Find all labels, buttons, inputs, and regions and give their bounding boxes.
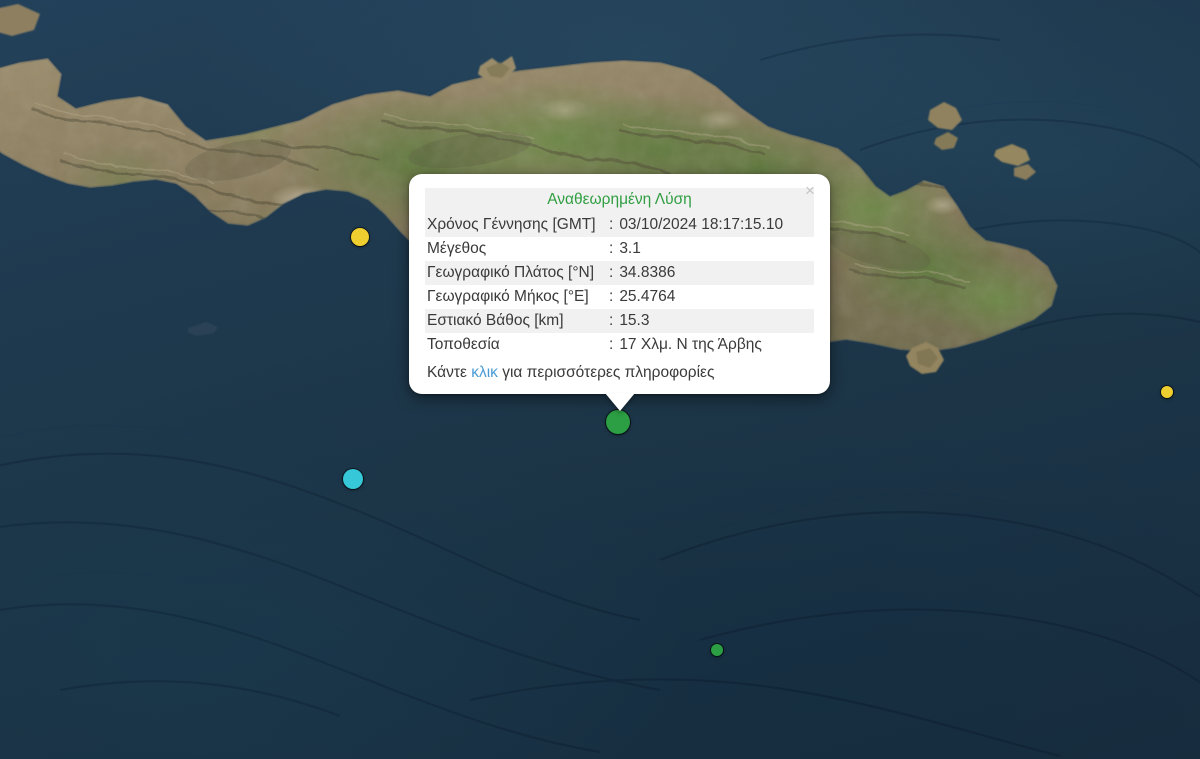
earthquake-details-table: Χρόνος Γέννησης [GMT]:03/10/2024 18:17:1… bbox=[425, 213, 814, 357]
detail-separator: : bbox=[607, 213, 618, 237]
detail-value: 03/10/2024 18:17:15.10 bbox=[617, 213, 814, 237]
islet-small-east bbox=[1014, 164, 1036, 180]
popup-footer-before: Κάντε bbox=[427, 364, 472, 381]
detail-key: Γεωγραφικό Πλάτος [°N] bbox=[425, 261, 607, 285]
popup-pointer-tail bbox=[604, 393, 635, 411]
islet-north-east-2 bbox=[934, 132, 958, 150]
table-row: Τοποθεσία:17 Χλμ. Ν της Άρβης bbox=[425, 333, 814, 357]
crete-coastline bbox=[0, 57, 1059, 393]
close-icon[interactable]: × bbox=[805, 181, 815, 200]
detail-separator: : bbox=[607, 285, 618, 309]
detail-key: Γεωγραφικό Μήκος [°E] bbox=[425, 285, 607, 309]
detail-value: 17 Χλμ. Ν της Άρβης bbox=[617, 333, 814, 357]
islet-elasa bbox=[994, 144, 1030, 166]
table-row: Γεωγραφικό Μήκος [°E]:25.4764 bbox=[425, 285, 814, 309]
popup-footer: Κάντε κλικ για περισσότερες πληροφορίες bbox=[425, 357, 814, 384]
table-row: Χρόνος Γέννησης [GMT]:03/10/2024 18:17:1… bbox=[425, 213, 814, 237]
marker-yellow-east[interactable] bbox=[1161, 386, 1173, 398]
detail-separator: : bbox=[607, 237, 618, 261]
table-row: Εστιακό Βάθος [km]:15.3 bbox=[425, 309, 814, 333]
table-row: Γεωγραφικό Πλάτος [°N]:34.8386 bbox=[425, 261, 814, 285]
detail-value: 3.1 bbox=[617, 237, 814, 261]
islet-top-left bbox=[0, 4, 40, 36]
detail-key: Χρόνος Γέννησης [GMT] bbox=[425, 213, 607, 237]
detail-key: Εστιακό Βάθος [km] bbox=[425, 309, 607, 333]
detail-value: 15.3 bbox=[617, 309, 814, 333]
table-row: Μέγεθος:3.1 bbox=[425, 237, 814, 261]
popup-title: Αναθεωρημένη Λύση bbox=[425, 188, 814, 213]
islet-koufonisi bbox=[906, 342, 944, 374]
marker-green-selected[interactable] bbox=[606, 410, 630, 434]
earthquake-info-popup: × Αναθεωρημένη Λύση Χρόνος Γέννησης [GMT… bbox=[409, 174, 830, 411]
islet-north-east-1 bbox=[928, 102, 962, 130]
detail-separator: : bbox=[607, 309, 618, 333]
detail-separator: : bbox=[607, 261, 618, 285]
detail-separator: : bbox=[607, 333, 618, 357]
islet-reef-libyan bbox=[188, 322, 218, 336]
marker-green-small[interactable] bbox=[711, 644, 723, 656]
marker-cyan-libyan-sea[interactable] bbox=[343, 469, 363, 489]
detail-key: Τοποθεσία bbox=[425, 333, 607, 357]
detail-key: Μέγεθος bbox=[425, 237, 607, 261]
more-info-link[interactable]: κλικ bbox=[471, 364, 498, 381]
marker-yellow-heraklion[interactable] bbox=[351, 228, 369, 246]
detail-value: 25.4764 bbox=[617, 285, 814, 309]
popup-footer-after: για περισσότερες πληροφορίες bbox=[497, 364, 715, 381]
detail-value: 34.8386 bbox=[617, 261, 814, 285]
islet-dia bbox=[478, 56, 516, 84]
